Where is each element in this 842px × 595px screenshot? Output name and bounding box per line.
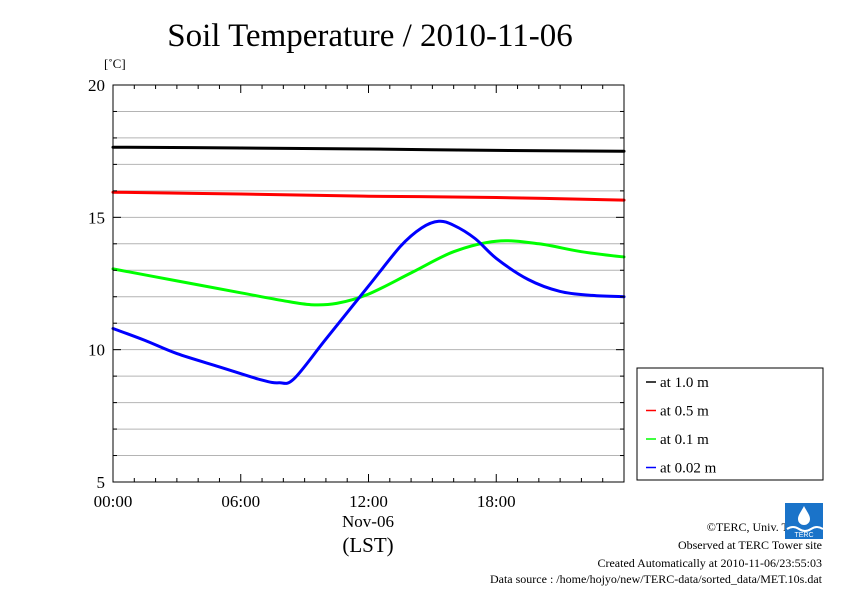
legend-label: at 1.0 m	[660, 375, 709, 391]
y-tick-label: 10	[88, 341, 105, 360]
y-tick-label: 20	[88, 76, 105, 95]
x-tick-label: 12:00	[349, 492, 388, 511]
series-line-0	[111, 145, 626, 153]
footer-observed: Observed at TERC Tower site	[677, 538, 822, 552]
y-tick-label: 5	[97, 473, 106, 492]
x-tick-label: 06:00	[221, 492, 260, 511]
legend: at 1.0 m at 0.5 m at 0.1 m at 0.02 m	[636, 367, 824, 481]
grid-lines	[113, 110, 624, 457]
x-tick-label: 00:00	[94, 492, 133, 511]
footer-created: Created Automatically at 2010-11-06/23:5…	[597, 556, 822, 570]
y-tick-label: 15	[88, 208, 105, 227]
x-tick-label: 18:00	[477, 492, 516, 511]
series-line-3	[111, 219, 626, 385]
axis-ticks: 5 10 15 20 00:00 06:00 12:00 18:00	[88, 76, 625, 511]
legend-label: at 0.02 m	[660, 461, 717, 477]
logo-text: TERC	[794, 532, 813, 539]
legend-label: at 0.1 m	[660, 432, 709, 448]
series-line-1	[111, 190, 626, 202]
y-axis-unit-label: [˚C]	[104, 56, 126, 71]
terc-logo: TERC	[785, 503, 823, 539]
footer-source: Data source : /home/hojyo/new/TERC-data/…	[489, 572, 822, 586]
x-axis-label: (LST)	[342, 533, 393, 557]
chart-title: Soil Temperature / 2010-11-06	[167, 18, 573, 54]
series-lines	[111, 145, 626, 385]
legend-label: at 0.5 m	[660, 404, 709, 420]
series-line-2	[111, 239, 626, 307]
legend-box	[636, 367, 824, 481]
x-axis-date-label: Nov-06	[342, 512, 394, 531]
